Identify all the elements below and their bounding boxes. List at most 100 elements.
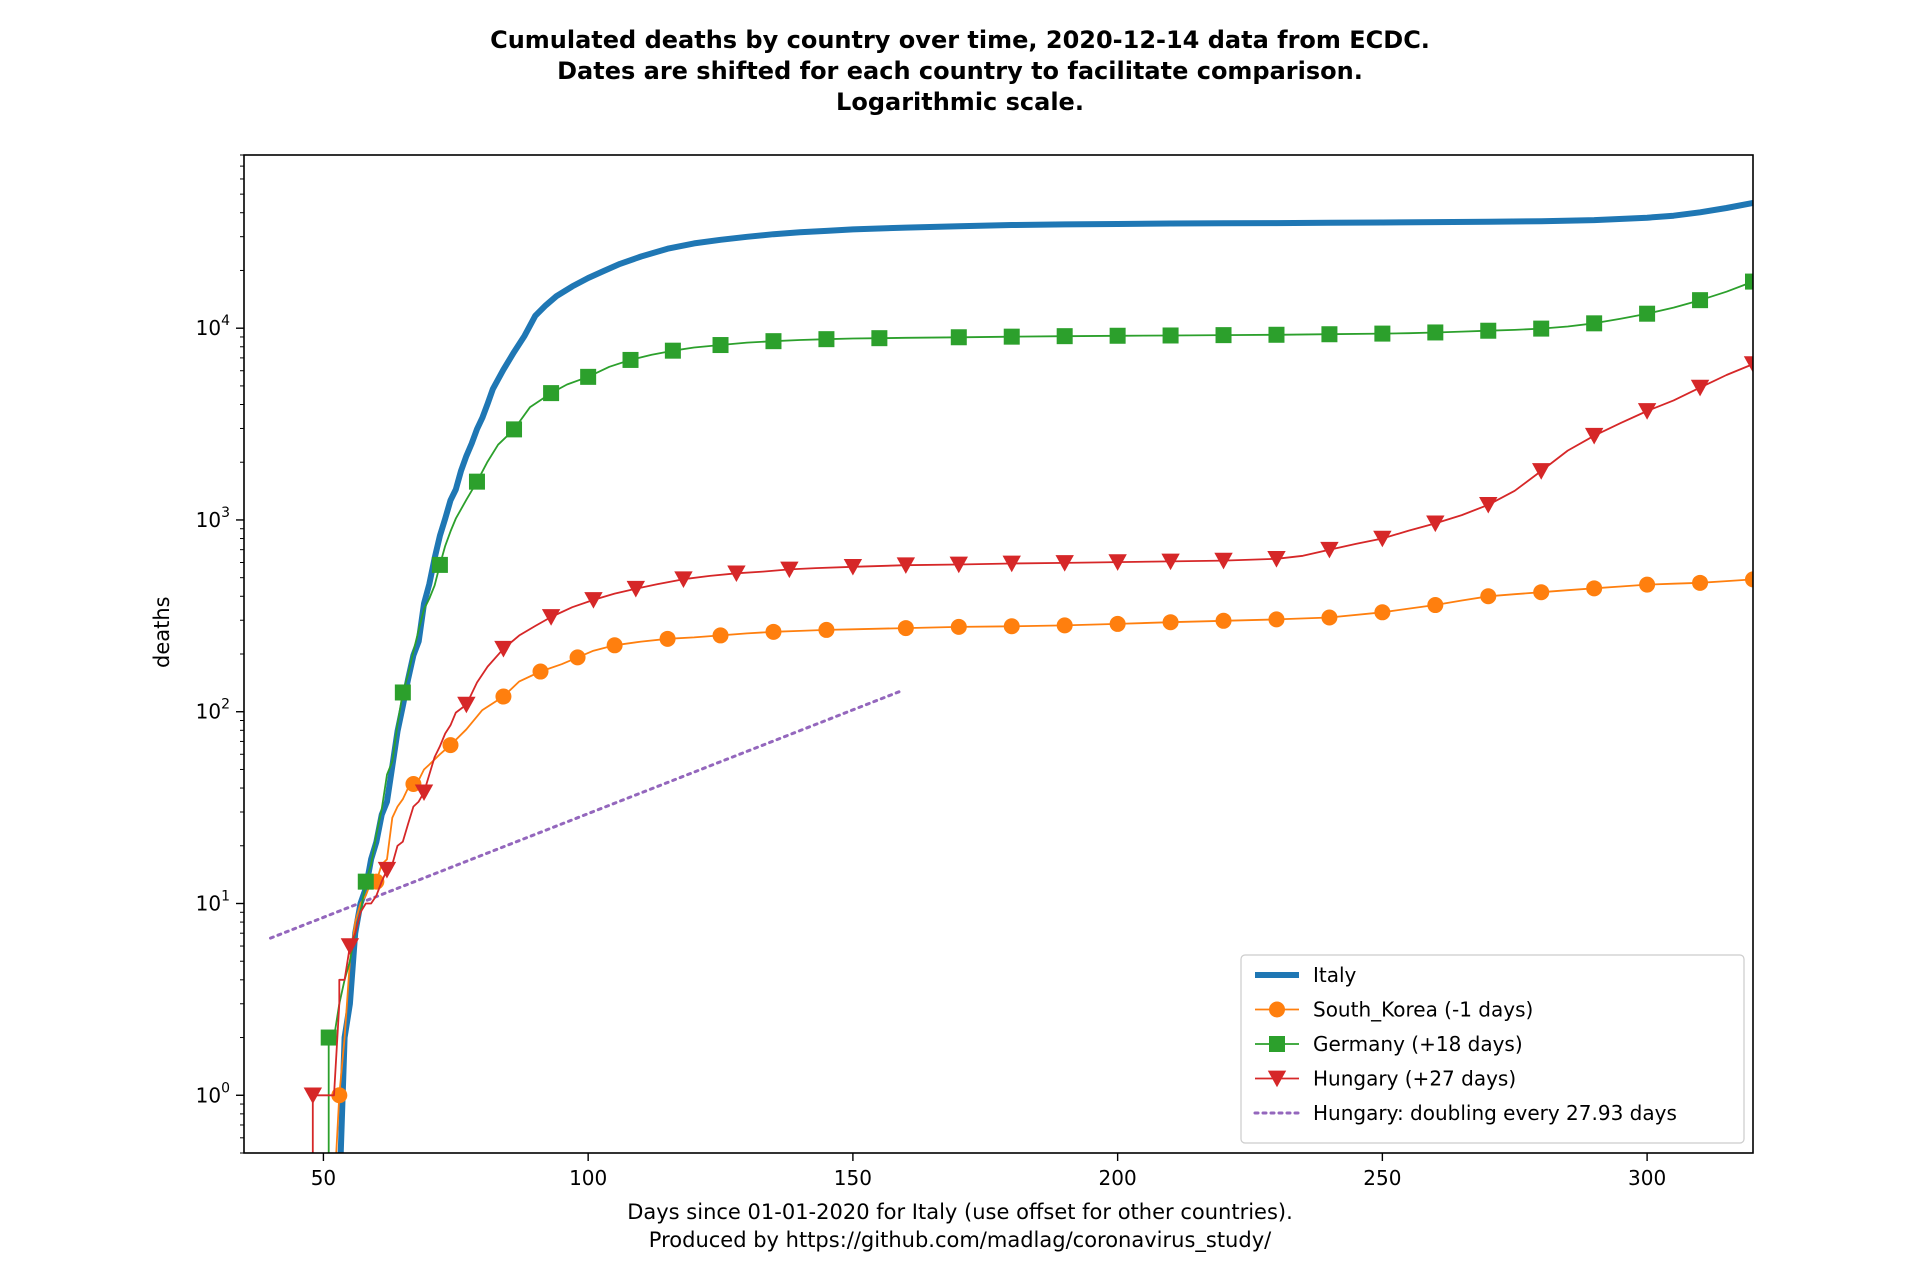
marker-hungary <box>780 561 799 579</box>
marker-hungary <box>1532 463 1551 480</box>
marker-south-korea <box>532 663 549 680</box>
marker-south-korea <box>442 737 459 754</box>
marker-hungary <box>1743 356 1753 373</box>
legend-marker-hungary <box>1267 1070 1287 1088</box>
legend-item-hungary: Hungary (+27 days) <box>1255 1067 1516 1091</box>
marker-south-korea <box>1480 588 1497 605</box>
series-line-south-korea <box>335 578 1753 1153</box>
marker-south-korea <box>1162 614 1179 631</box>
marker-germany <box>818 331 835 348</box>
y-tick-label: 101 <box>196 889 230 916</box>
marker-south-korea <box>331 1087 348 1104</box>
marker-germany <box>1745 273 1753 290</box>
marker-hungary <box>1373 530 1392 548</box>
x-tick-label: 100 <box>569 1166 607 1190</box>
marker-germany <box>1109 327 1126 344</box>
marker-hungary <box>896 557 916 574</box>
legend-label-hungary-doubling: Hungary: doubling every 27.93 days <box>1313 1101 1677 1125</box>
legend-item-hungary-doubling: Hungary: doubling every 27.93 days <box>1253 1101 1677 1125</box>
legend-label-south-korea: South_Korea (-1 days) <box>1313 998 1533 1022</box>
marker-germany <box>431 556 448 573</box>
marker-south-korea <box>712 627 729 644</box>
marker-germany <box>320 1029 337 1046</box>
x-tick-label: 50 <box>311 1166 336 1190</box>
marker-south-korea <box>1056 617 1073 634</box>
marker-hungary <box>1214 552 1233 570</box>
marker-germany <box>950 329 967 346</box>
marker-south-korea <box>659 630 676 647</box>
marker-germany <box>1692 292 1709 309</box>
marker-germany <box>871 330 888 347</box>
marker-germany <box>1268 326 1285 343</box>
y-tick-label: 102 <box>196 697 230 724</box>
marker-hungary <box>1161 553 1180 571</box>
series-line-hungary-doubling <box>269 689 902 940</box>
marker-south-korea <box>1745 571 1753 588</box>
marker-south-korea <box>1374 604 1391 621</box>
marker-germany <box>1480 322 1497 339</box>
series-hungary <box>303 356 1753 1153</box>
marker-germany <box>622 351 639 368</box>
marker-south-korea <box>1321 609 1338 626</box>
x-tick-label: 150 <box>834 1166 872 1190</box>
marker-germany <box>468 473 485 490</box>
marker-hungary <box>1002 555 1021 573</box>
chart-title-line-3: Logarithmic scale. <box>836 88 1084 116</box>
marker-south-korea <box>1003 618 1020 635</box>
legend-box <box>1240 954 1745 1144</box>
x-tick-label: 200 <box>1099 1166 1137 1190</box>
marker-hungary <box>303 1087 323 1105</box>
marker-germany <box>1427 324 1444 341</box>
marker-hungary <box>1584 427 1604 445</box>
marker-hungary <box>1108 554 1127 571</box>
marker-hungary <box>1426 515 1445 533</box>
marker-hungary <box>1637 403 1657 420</box>
marker-germany <box>543 385 560 402</box>
marker-germany <box>1586 315 1603 332</box>
marker-germany <box>1215 327 1232 344</box>
y-tick-label: 100 <box>196 1080 230 1107</box>
marker-germany <box>1056 328 1073 345</box>
marker-germany <box>1374 325 1391 342</box>
marker-germany <box>394 684 411 701</box>
legend-label-germany: Germany (+18 days) <box>1313 1032 1523 1056</box>
marker-hungary <box>1320 541 1339 559</box>
marker-hungary <box>949 556 968 574</box>
x-axis-label-line-2: Produced by https://github.com/madlag/co… <box>648 1228 1272 1252</box>
chart-title-line-1: Cumulated deaths by country over time, 2… <box>490 26 1430 54</box>
marker-hungary <box>377 861 397 879</box>
series-hungary-doubling <box>269 689 902 940</box>
marker-south-korea <box>569 649 586 666</box>
series-layer <box>269 199 1753 1153</box>
marker-germany <box>1321 326 1338 343</box>
marker-hungary <box>727 565 746 583</box>
x-tick-label: 300 <box>1628 1166 1666 1190</box>
marker-hungary <box>457 696 476 714</box>
marker-south-korea <box>1215 612 1232 629</box>
marker-south-korea <box>950 618 967 635</box>
series-italy <box>337 199 1753 1153</box>
marker-germany <box>1003 328 1020 345</box>
marker-germany <box>1639 305 1656 322</box>
marker-south-korea <box>1692 574 1709 591</box>
marker-hungary <box>494 640 513 658</box>
series-germany <box>320 273 1753 1153</box>
y-axis-label: deaths <box>150 596 174 668</box>
legend-marker-germany <box>1269 1036 1285 1052</box>
marker-germany <box>1533 320 1550 337</box>
marker-south-korea <box>1639 576 1656 593</box>
y-tick-label: 104 <box>196 313 230 340</box>
axis-layer: 50 100 150 200 250 300 100 101 102 103 104 <box>196 154 1666 1190</box>
series-line-italy <box>337 199 1753 1153</box>
marker-hungary <box>414 784 434 802</box>
marker-south-korea <box>1533 584 1550 601</box>
marker-hungary <box>584 592 603 609</box>
marker-south-korea <box>897 620 914 637</box>
marker-germany <box>357 873 374 890</box>
legend-label-italy: Italy <box>1313 963 1357 987</box>
legend-marker-south-korea <box>1269 1001 1285 1018</box>
marker-hungary <box>340 938 360 955</box>
marker-south-korea <box>1586 580 1603 597</box>
legend-item-italy: Italy <box>1255 963 1357 987</box>
